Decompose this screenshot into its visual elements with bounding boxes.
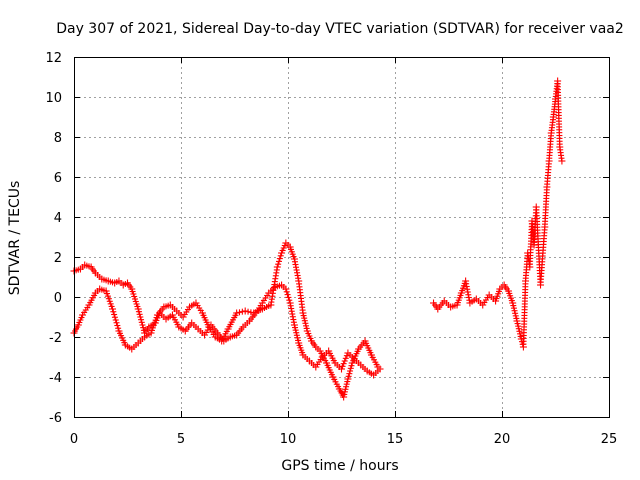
- data-point: [134, 305, 147, 334]
- plot-frame: [74, 57, 610, 418]
- data-point: [141, 331, 152, 341]
- data-point: [556, 143, 565, 162]
- data-point: [532, 203, 544, 286]
- series-vaa2-branch-B: [70, 239, 382, 401]
- data-point: [258, 303, 272, 313]
- data-point: [519, 280, 529, 351]
- grid-lines: [74, 57, 609, 417]
- data-point: [344, 362, 355, 383]
- data-point: [355, 340, 367, 353]
- data-point: [198, 309, 211, 328]
- x-tick-labels: 0 5 10 15 20 25: [70, 432, 617, 447]
- y-tick-label: 0: [54, 291, 62, 306]
- data-point: [233, 326, 245, 339]
- data-point: [273, 252, 284, 271]
- axis-ticks: [74, 57, 610, 418]
- y-tick-label: 2: [54, 251, 62, 266]
- data-point: [338, 352, 350, 373]
- data-point: [541, 186, 550, 231]
- data-point: [286, 299, 297, 326]
- data-point: [558, 157, 566, 165]
- y-tick-label: -4: [49, 371, 62, 386]
- data-point: [466, 297, 478, 307]
- data-point: [504, 287, 515, 304]
- data-point: [305, 357, 317, 368]
- data-point: [335, 385, 346, 398]
- data-point: [295, 277, 306, 314]
- data-point: [509, 299, 520, 322]
- y-tick-label: -2: [49, 331, 62, 346]
- y-axis-label: SDTVAR / TECUs: [7, 181, 23, 296]
- data-point: [434, 300, 446, 313]
- data-point: [547, 116, 557, 137]
- data-point: [102, 287, 115, 310]
- y-tick-label: 6: [54, 171, 62, 186]
- data-point: [87, 263, 97, 274]
- data-point: [299, 309, 310, 332]
- data-point: [147, 314, 160, 337]
- data-point: [513, 317, 524, 340]
- data-point: [290, 255, 302, 282]
- data-point: [181, 322, 194, 335]
- data-point: [290, 321, 302, 344]
- data-point: [286, 243, 297, 260]
- data-point: [348, 348, 361, 367]
- x-tick-label: 15: [387, 432, 404, 447]
- data-point: [128, 285, 141, 310]
- y-tick-label: -6: [49, 411, 62, 426]
- data-point: [267, 266, 280, 309]
- data-point: [549, 98, 559, 121]
- chart-title: Day 307 of 2021, Sidereal Day-to-day VTE…: [56, 21, 624, 37]
- data-point: [453, 292, 464, 309]
- data-point: [282, 285, 293, 304]
- data-point: [104, 277, 116, 286]
- data-point: [543, 160, 552, 191]
- y-tick-label: 12: [45, 51, 62, 66]
- data-point: [226, 332, 238, 341]
- x-tick-label: 10: [280, 432, 297, 447]
- data-point: [160, 302, 172, 311]
- data-point: [554, 77, 563, 148]
- y-tick-labels: -6 -4 -2 0 2 4 6 8 10 12: [45, 51, 62, 426]
- x-tick-label: 5: [177, 432, 185, 447]
- data-point: [79, 304, 91, 319]
- data-point: [153, 306, 166, 319]
- data-point: [537, 226, 548, 289]
- data-point: [545, 132, 555, 165]
- y-tick-label: 10: [45, 91, 62, 106]
- data-point: [241, 307, 254, 316]
- data-point: [308, 337, 318, 348]
- x-tick-label: 25: [601, 432, 618, 447]
- y-tick-label: 8: [54, 131, 62, 146]
- data-point: [233, 308, 246, 317]
- data-point: [224, 312, 239, 333]
- x-axis-label: GPS time / hours: [281, 458, 398, 474]
- data-point: [331, 359, 343, 370]
- data-point: [175, 323, 187, 333]
- x-tick-label: 0: [70, 432, 78, 447]
- data-point: [295, 339, 306, 356]
- data-point: [109, 305, 122, 332]
- data-point: [85, 292, 98, 309]
- data-point: [374, 363, 382, 371]
- data-point: [340, 378, 351, 401]
- data-point: [367, 351, 380, 368]
- data-points: [70, 77, 566, 401]
- data-point: [329, 373, 342, 390]
- y-tick-label: 4: [54, 211, 62, 226]
- data-point: [316, 347, 329, 364]
- data-point: [74, 314, 85, 329]
- data-point: [124, 279, 134, 290]
- series-vaa2-evening: [430, 77, 566, 351]
- data-point: [258, 292, 271, 307]
- x-tick-label: 20: [494, 432, 511, 447]
- data-point: [70, 266, 82, 275]
